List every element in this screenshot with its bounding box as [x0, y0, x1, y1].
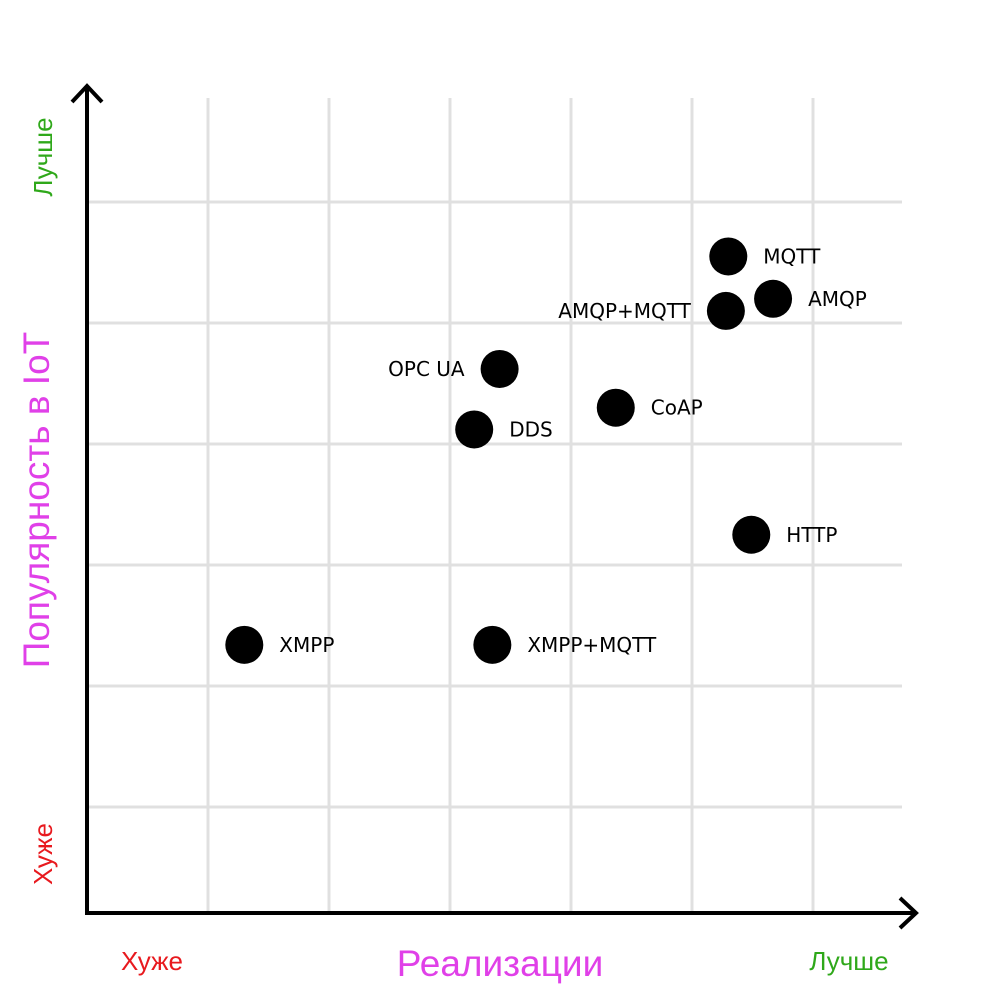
y-axis-title: Популярность в IoT [16, 332, 57, 669]
data-point-label: MQTT [763, 244, 821, 268]
data-point [596, 388, 635, 427]
data-point [225, 625, 264, 664]
y-axis-worse-label: Хуже [28, 823, 58, 885]
data-point [455, 410, 494, 449]
data-point-label: XMPP [279, 633, 334, 657]
data-point-label: AMQP [808, 287, 867, 311]
data-point [732, 515, 771, 554]
data-point-label: DDS [509, 417, 553, 441]
data-point [473, 625, 512, 664]
data-point-label: XMPP+MQTT [527, 633, 657, 657]
data-points: MQTT AMQP AMQP+MQTT OPC UA CoAP DDS HTTP XMPP XM… [225, 237, 867, 664]
x-axis-arrow [898, 896, 919, 930]
data-point-label: AMQP+MQTT [558, 299, 691, 323]
data-point [709, 237, 748, 276]
x-axis-better-label: Лучше [809, 946, 888, 976]
y-axis-arrow [70, 83, 104, 104]
y-axis-better-label: Лучше [28, 117, 58, 196]
data-point [480, 349, 519, 388]
axes [70, 83, 919, 930]
x-axis-worse-label: Хуже [121, 946, 183, 976]
data-point-label: CoAP [651, 396, 703, 420]
x-axis-title: Реализации [397, 943, 604, 984]
data-point [706, 291, 745, 330]
grid-lines [89, 98, 902, 911]
data-point-label: OPC UA [388, 357, 465, 381]
data-point [754, 279, 793, 318]
data-point-label: HTTP [786, 523, 837, 547]
